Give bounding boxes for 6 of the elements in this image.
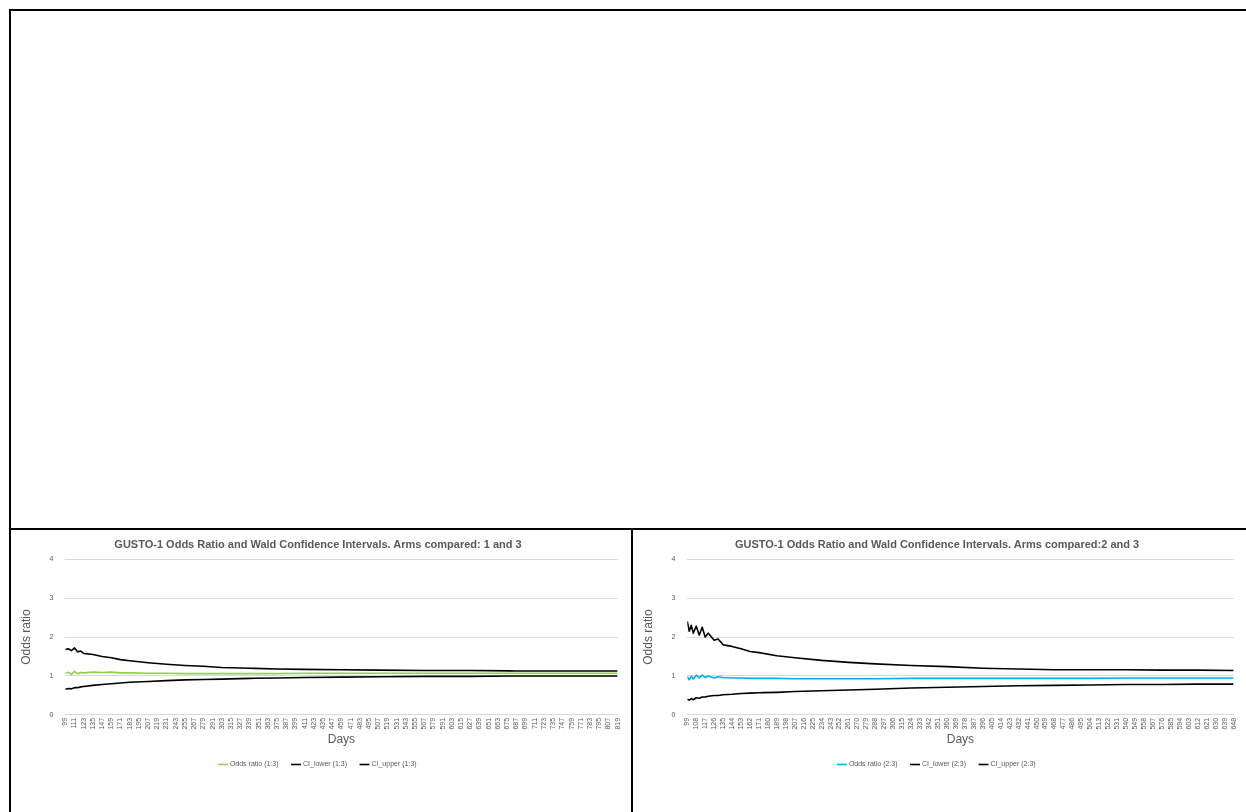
x-axis-title: Days [327,732,356,747]
x-axis-title: Days [946,732,975,747]
y-axis-title: Odds ratio [18,609,33,665]
y-axis-title: Odds ratio [640,609,655,665]
chart-title: GUSTO-1 Odds Ratio and Wald Confidence Intervals. Arms compared:2 and 3 [734,537,1140,550]
chart-title: GUSTO-1 Odds Ratio and Wald Confidence Intervals. Arms compared: 1 and 3 [114,537,522,550]
